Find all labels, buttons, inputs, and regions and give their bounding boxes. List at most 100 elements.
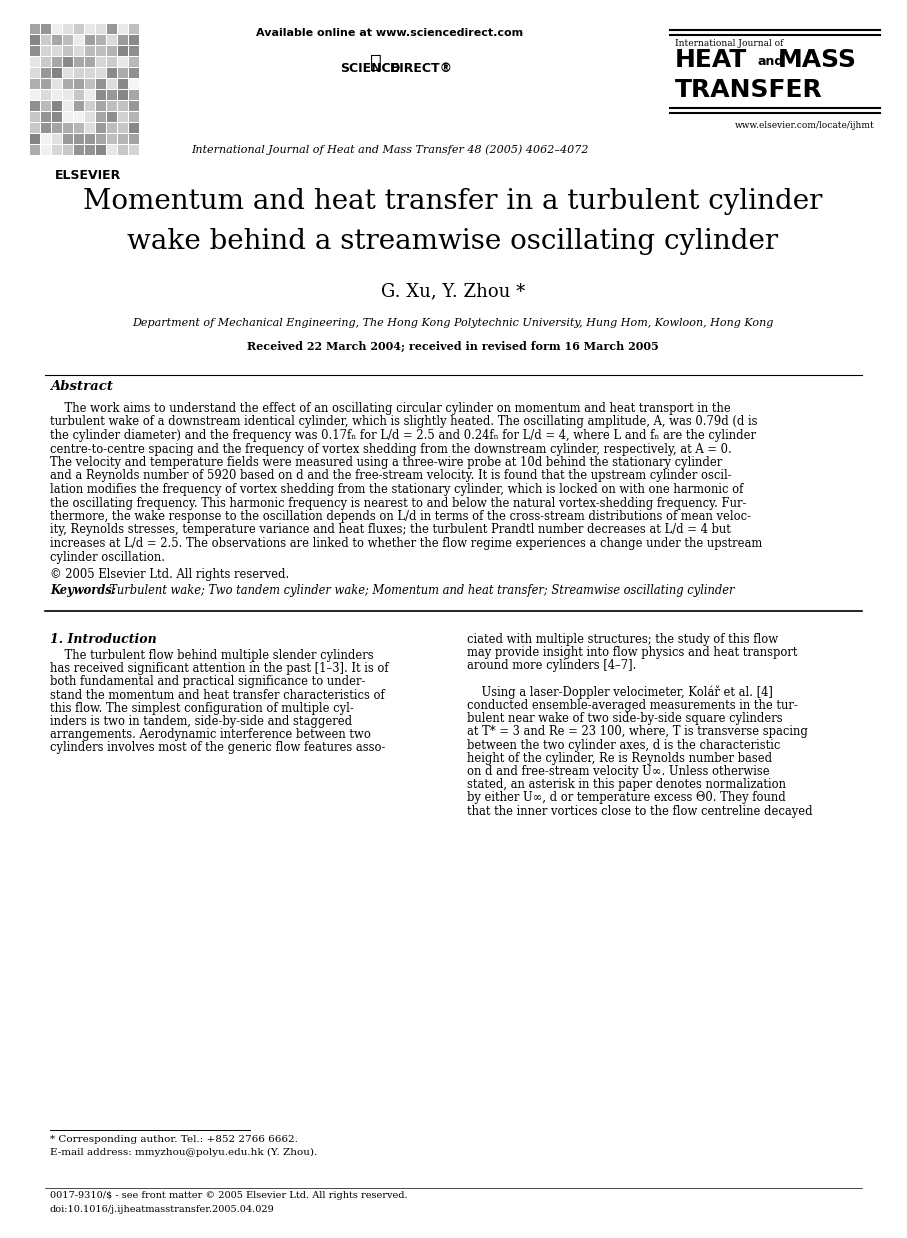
Bar <box>129 24 139 33</box>
Text: has received significant attention in the past [1–3]. It is of: has received significant attention in th… <box>50 662 388 675</box>
Bar <box>30 57 40 67</box>
Bar <box>63 145 73 155</box>
Bar <box>107 123 117 132</box>
Bar <box>96 111 106 123</box>
Bar <box>41 102 51 111</box>
Bar <box>129 57 139 67</box>
Text: lation modifies the frequency of vortex shedding from the stationary cylinder, w: lation modifies the frequency of vortex … <box>50 483 744 496</box>
Bar <box>96 24 106 33</box>
Bar <box>52 123 62 132</box>
Bar <box>85 24 95 33</box>
Bar <box>107 57 117 67</box>
Bar <box>85 145 95 155</box>
Bar <box>96 35 106 45</box>
Text: 0017-9310/$ - see front matter © 2005 Elsevier Ltd. All rights reserved.: 0017-9310/$ - see front matter © 2005 El… <box>50 1191 407 1200</box>
Text: Department of Mechanical Engineering, The Hong Kong Polytechnic University, Hung: Department of Mechanical Engineering, Th… <box>132 318 774 328</box>
Text: Keywords:: Keywords: <box>50 584 116 597</box>
Text: ELSEVIER: ELSEVIER <box>54 170 121 182</box>
Bar <box>30 46 40 56</box>
Bar <box>85 102 95 111</box>
Bar <box>74 123 84 132</box>
Bar <box>129 102 139 111</box>
Bar <box>85 35 95 45</box>
Bar <box>30 35 40 45</box>
Bar <box>129 134 139 144</box>
Bar <box>74 24 84 33</box>
Bar <box>63 68 73 78</box>
Bar <box>85 111 95 123</box>
Text: at T* = 3 and Re = 23 100, where, T is transverse spacing: at T* = 3 and Re = 23 100, where, T is t… <box>467 725 808 738</box>
Text: on d and free-stream velocity U∞. Unless otherwise: on d and free-stream velocity U∞. Unless… <box>467 765 770 777</box>
Text: around more cylinders [4–7].: around more cylinders [4–7]. <box>467 660 637 672</box>
Bar <box>96 68 106 78</box>
Bar <box>30 68 40 78</box>
Text: height of the cylinder, Re is Reynolds number based: height of the cylinder, Re is Reynolds n… <box>467 751 772 765</box>
Bar <box>107 145 117 155</box>
Bar <box>107 134 117 144</box>
Text: MASS: MASS <box>778 48 857 72</box>
Text: www.elsevier.com/locate/ijhmt: www.elsevier.com/locate/ijhmt <box>736 121 875 130</box>
Text: The work aims to understand the effect of an oscillating circular cylinder on mo: The work aims to understand the effect o… <box>50 402 731 415</box>
Bar <box>107 35 117 45</box>
Bar <box>107 79 117 89</box>
Text: The turbulent flow behind multiple slender cylinders: The turbulent flow behind multiple slend… <box>50 649 374 662</box>
Text: between the two cylinder axes, d is the characteristic: between the two cylinder axes, d is the … <box>467 739 780 751</box>
Text: ⓓ: ⓓ <box>370 53 382 72</box>
Bar <box>85 134 95 144</box>
Text: turbulent wake of a downstream identical cylinder, which is slightly heated. The: turbulent wake of a downstream identical… <box>50 416 757 428</box>
Bar <box>118 145 128 155</box>
Bar <box>96 123 106 132</box>
Text: Available online at www.sciencedirect.com: Available online at www.sciencedirect.co… <box>257 28 523 38</box>
Bar <box>74 46 84 56</box>
Text: Momentum and heat transfer in a turbulent cylinder: Momentum and heat transfer in a turbulen… <box>83 188 823 215</box>
Text: International Journal of: International Journal of <box>675 40 784 48</box>
Bar <box>74 145 84 155</box>
Bar <box>52 111 62 123</box>
Bar <box>118 134 128 144</box>
Text: ity, Reynolds stresses, temperature variance and heat fluxes; the turbulent Pran: ity, Reynolds stresses, temperature vari… <box>50 524 731 536</box>
Text: cylinder oscillation.: cylinder oscillation. <box>50 551 165 563</box>
Bar <box>52 24 62 33</box>
Bar <box>96 90 106 100</box>
Text: Abstract: Abstract <box>50 380 113 392</box>
Bar <box>85 46 95 56</box>
Text: increases at L/d = 2.5. The observations are linked to whether the flow regime e: increases at L/d = 2.5. The observations… <box>50 537 762 550</box>
Bar <box>129 68 139 78</box>
Text: conducted ensemble-averaged measurements in the tur-: conducted ensemble-averaged measurements… <box>467 699 798 712</box>
Text: * Corresponding author. Tel.: +852 2766 6662.: * Corresponding author. Tel.: +852 2766 … <box>50 1135 297 1144</box>
Text: doi:10.1016/j.ijheatmasstransfer.2005.04.029: doi:10.1016/j.ijheatmasstransfer.2005.04… <box>50 1205 275 1214</box>
Bar <box>30 102 40 111</box>
Bar <box>107 24 117 33</box>
Bar <box>129 35 139 45</box>
Text: TRANSFER: TRANSFER <box>675 78 823 102</box>
Bar <box>52 134 62 144</box>
Text: Using a laser-Doppler velocimeter, Kolář et al. [4]: Using a laser-Doppler velocimeter, Kolář… <box>467 686 773 698</box>
Text: by either U∞, d or temperature excess Θ0. They found: by either U∞, d or temperature excess Θ0… <box>467 791 785 805</box>
Bar <box>63 123 73 132</box>
Bar <box>41 24 51 33</box>
Bar <box>41 123 51 132</box>
Text: this flow. The simplest configuration of multiple cyl-: this flow. The simplest configuration of… <box>50 702 354 714</box>
Bar <box>52 145 62 155</box>
Text: and: and <box>757 54 784 68</box>
Bar <box>63 102 73 111</box>
Bar <box>30 134 40 144</box>
Bar <box>129 123 139 132</box>
Bar <box>85 57 95 67</box>
Text: G. Xu, Y. Zhou *: G. Xu, Y. Zhou * <box>381 282 525 300</box>
Bar <box>41 57 51 67</box>
Bar <box>63 79 73 89</box>
Bar <box>74 111 84 123</box>
Text: centre-to-centre spacing and the frequency of vortex shedding from the downstrea: centre-to-centre spacing and the frequen… <box>50 442 732 456</box>
Text: E-mail address: mmyzhou@polyu.edu.hk (Y. Zhou).: E-mail address: mmyzhou@polyu.edu.hk (Y.… <box>50 1148 317 1158</box>
Bar <box>85 90 95 100</box>
Bar <box>74 90 84 100</box>
Bar <box>52 57 62 67</box>
Text: Turbulent wake; Two tandem cylinder wake; Momentum and heat transfer; Streamwise: Turbulent wake; Two tandem cylinder wake… <box>102 584 735 597</box>
Bar <box>107 102 117 111</box>
Bar <box>129 46 139 56</box>
Bar <box>85 79 95 89</box>
Bar <box>30 123 40 132</box>
Bar <box>85 123 95 132</box>
Bar <box>41 90 51 100</box>
